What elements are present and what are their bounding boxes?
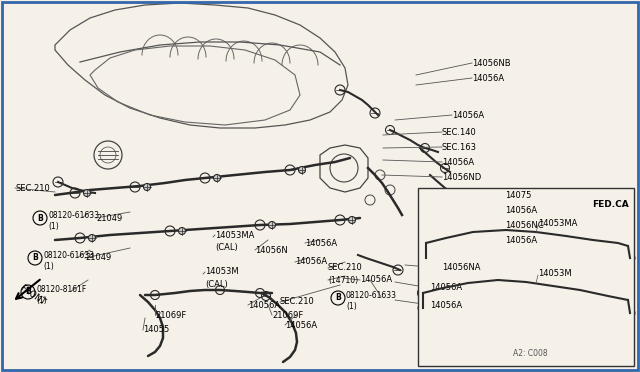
Text: 08120-8161F: 08120-8161F	[36, 285, 86, 294]
Text: 21069F: 21069F	[272, 311, 303, 320]
Circle shape	[349, 217, 355, 224]
Text: 14053M: 14053M	[205, 267, 239, 276]
Circle shape	[179, 228, 186, 234]
Circle shape	[269, 221, 275, 228]
Text: B: B	[25, 288, 31, 296]
Text: 14056A: 14056A	[430, 283, 462, 292]
Text: 21049: 21049	[85, 253, 111, 263]
Text: SEC.210: SEC.210	[328, 263, 363, 273]
Text: (CAL): (CAL)	[205, 279, 228, 289]
Circle shape	[558, 283, 564, 289]
Circle shape	[214, 174, 221, 182]
Text: 21049: 21049	[96, 214, 122, 222]
Circle shape	[88, 234, 95, 241]
Text: 08120-61633: 08120-61633	[346, 291, 397, 299]
Text: 14056A: 14056A	[295, 257, 327, 266]
Text: 14053MA: 14053MA	[215, 231, 254, 240]
Text: A2: C008: A2: C008	[513, 349, 548, 357]
Text: 14075: 14075	[505, 190, 531, 199]
Text: SEC.140: SEC.140	[442, 128, 477, 137]
Text: (1): (1)	[36, 295, 47, 305]
Circle shape	[428, 290, 434, 296]
Circle shape	[613, 293, 619, 299]
Text: (1): (1)	[48, 221, 59, 231]
Circle shape	[143, 183, 150, 190]
Text: (CAL): (CAL)	[215, 243, 237, 251]
Circle shape	[623, 240, 629, 246]
Text: SEC.163: SEC.163	[442, 142, 477, 151]
Text: 14053MA: 14053MA	[538, 218, 577, 228]
Text: B: B	[37, 214, 43, 222]
Text: SEC.210: SEC.210	[280, 298, 315, 307]
Bar	[418, 188, 634, 366]
Text: 14055: 14055	[143, 326, 169, 334]
Text: B: B	[32, 253, 38, 263]
Text: FRONT: FRONT	[18, 283, 46, 307]
Text: 14056A: 14056A	[248, 301, 280, 310]
Text: 14056A: 14056A	[452, 110, 484, 119]
Text: (1): (1)	[346, 301, 356, 311]
Text: 14056NA: 14056NA	[442, 263, 481, 273]
Text: 14056NC: 14056NC	[505, 221, 543, 230]
Text: 14053M: 14053M	[538, 269, 572, 278]
Text: 14056A: 14056A	[305, 238, 337, 247]
Text: 14056A: 14056A	[472, 74, 504, 83]
Text: 14056N: 14056N	[255, 246, 288, 254]
Circle shape	[83, 189, 90, 196]
Text: B: B	[335, 294, 341, 302]
Text: 14056A: 14056A	[430, 301, 462, 310]
Text: 08120-61633: 08120-61633	[43, 250, 94, 260]
Circle shape	[431, 240, 437, 246]
Text: 21069F: 21069F	[155, 311, 186, 320]
Text: 14056A: 14056A	[442, 157, 474, 167]
Text: SEC.210: SEC.210	[15, 183, 50, 192]
Text: (14710): (14710)	[328, 276, 358, 285]
Circle shape	[298, 167, 305, 173]
Text: 14056NB: 14056NB	[472, 58, 511, 67]
Text: 14056A: 14056A	[505, 205, 537, 215]
Text: (1): (1)	[43, 262, 54, 270]
Text: 14056A: 14056A	[360, 276, 392, 285]
Circle shape	[571, 233, 577, 239]
Text: 08120-61633: 08120-61633	[48, 211, 99, 219]
Text: 14056ND: 14056ND	[442, 173, 481, 182]
Text: 14056A: 14056A	[505, 235, 537, 244]
Text: FED.CA: FED.CA	[592, 200, 629, 209]
Text: 14056A: 14056A	[285, 321, 317, 330]
